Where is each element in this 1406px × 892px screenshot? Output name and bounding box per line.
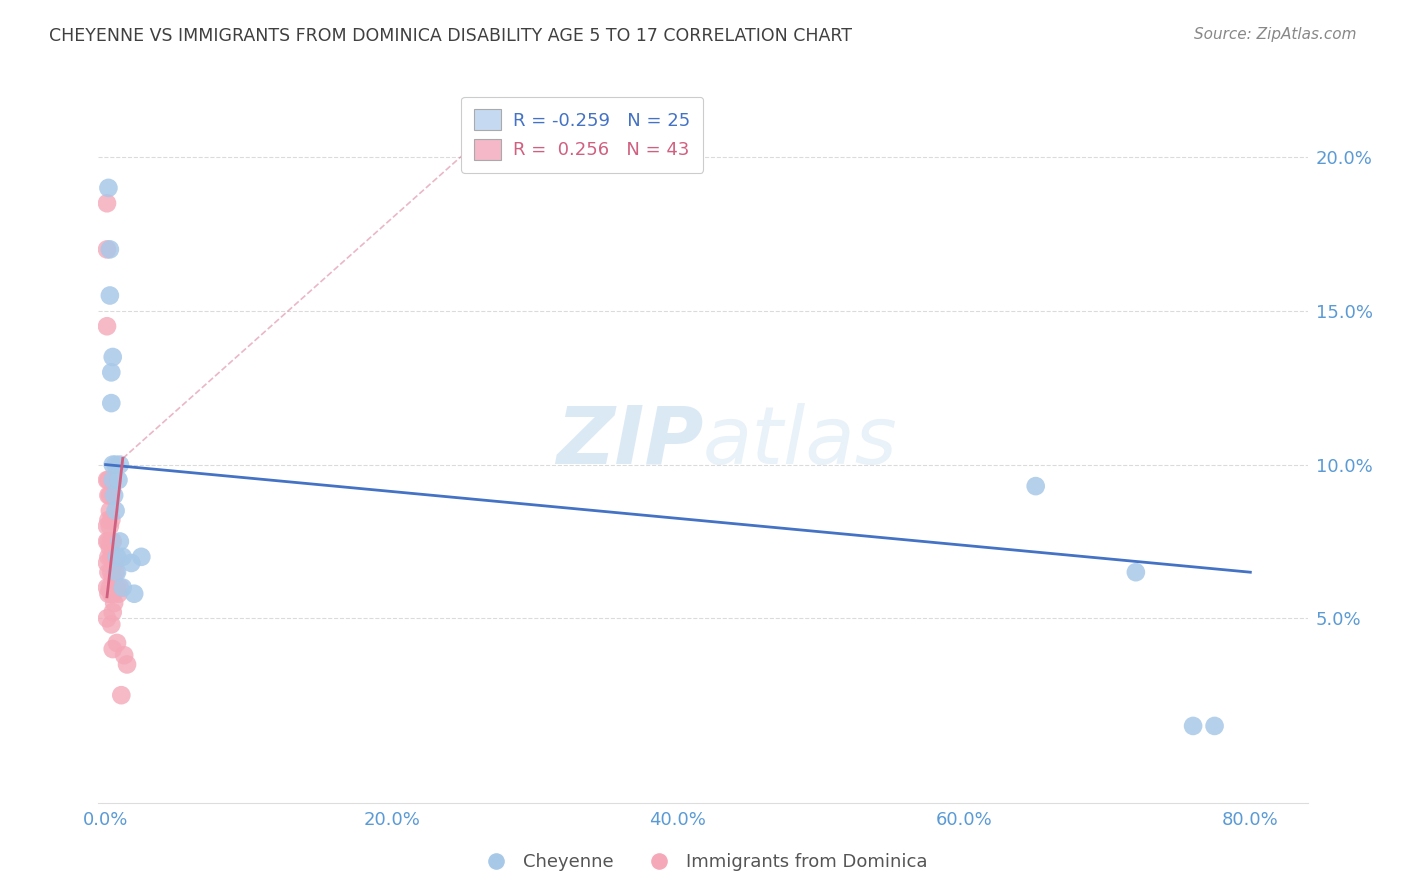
Text: Source: ZipAtlas.com: Source: ZipAtlas.com (1194, 27, 1357, 42)
Point (98, 243, 121, 257)
Point (105, 565, 128, 579)
Point (103, 556, 125, 570)
Point (131, 549, 153, 564)
Point (96, 581, 118, 595)
Point (1125, 565, 1147, 579)
Point (100, 365, 122, 379)
Text: CHEYENNE VS IMMIGRANTS FROM DOMINICA DISABILITY AGE 5 TO 17 CORRELATION CHART: CHEYENNE VS IMMIGRANTS FROM DOMINICA DIS… (49, 27, 852, 45)
Point (96, 611, 118, 625)
Point (1025, 479, 1047, 493)
Point (105, 549, 128, 564)
Point (98, 488, 121, 502)
Point (96, 196, 118, 211)
Point (108, 534, 131, 549)
Point (101, 350, 124, 364)
Point (110, 688, 132, 702)
Point (108, 458, 131, 472)
Point (97, 473, 120, 487)
Point (103, 596, 125, 610)
Point (96, 534, 118, 549)
Point (101, 571, 124, 585)
Point (115, 657, 138, 672)
Point (98, 541, 121, 555)
Legend: Cheyenne, Immigrants from Dominica: Cheyenne, Immigrants from Dominica (471, 847, 935, 879)
Point (1204, 719, 1226, 733)
Point (100, 534, 122, 549)
Point (105, 636, 128, 650)
Point (107, 473, 129, 487)
Point (1182, 719, 1205, 733)
Point (105, 581, 128, 595)
Point (101, 458, 124, 472)
Point (100, 513, 122, 527)
Point (97, 549, 120, 564)
Point (96, 473, 118, 487)
Point (122, 587, 145, 601)
Point (100, 587, 122, 601)
Point (103, 488, 125, 502)
Text: atlas: atlas (703, 402, 898, 481)
Point (98, 581, 121, 595)
Point (120, 556, 142, 570)
Point (96, 556, 118, 570)
Point (97, 513, 120, 527)
Point (104, 565, 127, 579)
Point (101, 642, 124, 657)
Point (97, 565, 120, 579)
Point (104, 504, 127, 518)
Point (111, 581, 134, 595)
Point (98, 504, 121, 518)
Point (96, 243, 118, 257)
Point (100, 396, 122, 410)
Point (97, 587, 120, 601)
Point (101, 605, 124, 619)
Point (101, 549, 124, 564)
Point (111, 549, 134, 564)
Point (100, 565, 122, 579)
Point (100, 617, 122, 632)
Point (97, 534, 120, 549)
Point (107, 587, 129, 601)
Legend: R = -0.259   N = 25, R =  0.256   N = 43: R = -0.259 N = 25, R = 0.256 N = 43 (461, 96, 703, 172)
Text: ZIP: ZIP (555, 402, 703, 481)
Point (96, 319, 118, 334)
Point (98, 288, 121, 302)
Point (101, 473, 124, 487)
Point (101, 534, 124, 549)
Point (108, 581, 131, 595)
Point (97, 181, 120, 195)
Point (97, 488, 120, 502)
Point (98, 519, 121, 533)
Point (112, 648, 135, 663)
Point (104, 458, 127, 472)
Point (96, 519, 118, 533)
Point (100, 549, 122, 564)
Point (101, 587, 124, 601)
